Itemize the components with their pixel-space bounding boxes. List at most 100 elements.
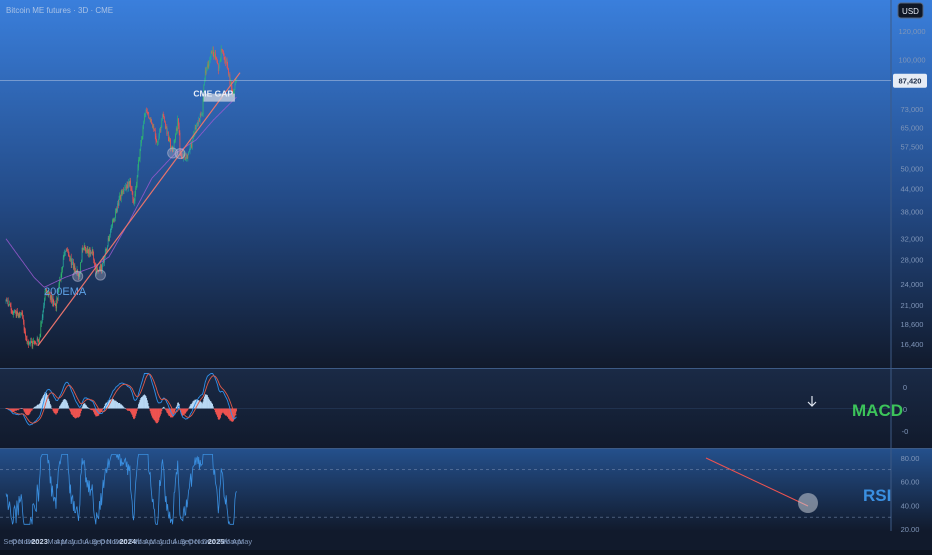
macd-histogram-bar [14,408,16,411]
macd-histogram-bar [93,408,95,414]
price-tick-label: 44,000 [901,185,924,194]
time-tick-label: Oct [188,537,201,546]
macd-histogram-bar [211,402,213,409]
candle-body [123,189,125,192]
chart-title: Bitcoin ME futures · 3D · CME [6,6,113,15]
macd-histogram-bar [225,408,227,416]
candle-body [180,155,182,157]
macd-histogram-bar [162,407,164,409]
last-price-tag-label: 87,420 [899,77,922,86]
macd-histogram-bar [22,408,24,410]
candle-body [126,185,128,189]
candle-body [120,191,122,200]
candle-body [201,114,202,116]
candle-body [168,138,170,142]
candle-body [195,127,197,130]
macd-histogram-bar [60,403,62,409]
macd-histogram-bar [214,408,216,411]
candle-body [92,249,94,254]
candle-body [57,298,58,300]
time-tick-label: Mar [47,537,60,546]
macd-histogram-bar [17,408,19,411]
candle-body [38,339,39,343]
macd-histogram-bar [206,394,208,409]
candle-body [161,118,163,128]
candle-body [228,74,230,76]
candle-body [131,189,133,192]
macd-histogram-bar [189,405,191,409]
macd-histogram-bar [80,408,82,411]
macd-histogram-bar [27,408,29,416]
macd-histogram-bar [152,408,154,419]
candle-body [57,289,59,300]
price-tick-label: 73,000 [901,105,924,114]
candle-body [156,140,158,143]
macd-histogram-bar [129,408,131,411]
currency-button[interactable] [897,2,924,19]
macd-histogram-bar [89,408,91,410]
macd-histogram-bar [161,408,163,409]
candle-body [115,210,116,218]
candle-body [52,297,54,303]
trendline-touch-marker [72,270,84,282]
candle-body [34,341,36,343]
candle-body [145,110,147,114]
candle-body [36,338,38,344]
candle-body [152,126,154,128]
macd-tick-label: -0 [902,427,909,436]
candle-body [169,139,171,142]
candle-body [212,49,213,54]
macd-histogram-bar [188,407,190,409]
candle-body [179,132,181,152]
price-tick-label: 28,000 [901,256,924,265]
macd-histogram-bar [41,399,43,409]
candle-body [70,257,72,265]
macd-histogram-bar [16,408,18,411]
macd-histogram-bar [98,408,100,415]
candle-body [87,249,89,253]
macd-histogram-bar [19,408,21,409]
macd-histogram-bar [235,408,237,412]
price-tick-label: 32,000 [901,235,924,244]
candle-body [54,303,55,305]
macd-histogram-bar [128,408,130,411]
time-tick-label: May [61,537,75,546]
candle-body [58,285,60,290]
candle-body [117,203,118,212]
macd-histogram-bar [204,394,206,409]
macd-histogram-bar [47,397,49,409]
candle-body [69,255,71,261]
macd-histogram-bar [144,395,146,409]
macd-histogram-bar [130,408,132,413]
candle-body [109,235,110,242]
macd-histogram-bar [78,408,80,418]
candle-body [47,292,49,296]
macd-histogram-bar [151,408,153,416]
macd-histogram-bar [125,408,127,409]
candle-body [173,140,175,149]
macd-histogram-bar [88,408,90,409]
macd-histogram-bar [112,398,114,409]
macd-histogram-bar [83,403,85,409]
macd-histogram-bar [205,394,207,409]
macd-histogram-bar [116,402,118,409]
candle-body [136,183,137,189]
candle-body [21,312,23,315]
macd-histogram-bar [119,404,121,409]
candle-body [98,270,100,272]
macd-histogram-bar [85,404,87,409]
macd-histogram-bar [226,408,228,417]
time-tick-label: Jul [78,537,88,546]
macd-histogram-bar [63,399,65,409]
candle-body [52,297,53,303]
candle-body [231,88,233,91]
macd-histogram-bar [225,408,227,416]
macd-histogram-bar [123,407,125,409]
candle-body [125,186,126,188]
candle-body [90,251,92,255]
candle-body [107,246,108,251]
macd-histogram-bar [195,399,197,409]
macd-histogram-bar [148,406,150,409]
candle-body [48,292,50,296]
